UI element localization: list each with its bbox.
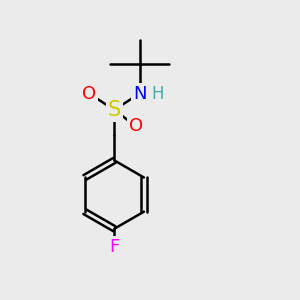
- Text: F: F: [109, 238, 119, 256]
- Text: O: O: [129, 117, 143, 135]
- Text: O: O: [82, 85, 96, 103]
- Text: S: S: [108, 100, 121, 120]
- Text: N: N: [133, 85, 146, 103]
- Text: H: H: [151, 85, 164, 103]
